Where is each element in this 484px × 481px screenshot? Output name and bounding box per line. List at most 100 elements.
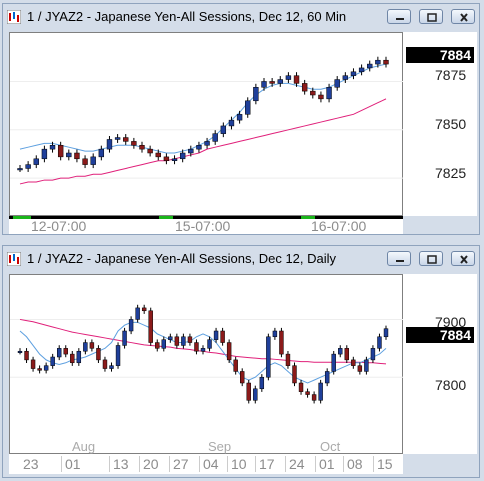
candle-body (76, 350, 82, 364)
minimize-icon (396, 260, 404, 262)
candle-body (226, 342, 232, 361)
candle-body (213, 330, 219, 340)
candle-body (194, 342, 199, 352)
window-title: 1 / JYAZ2 - Japanese Yen-All Sessions, D… (27, 9, 347, 24)
candle-body (344, 348, 349, 361)
chart-icon (6, 251, 22, 267)
candle-body (123, 137, 129, 142)
candle-body (181, 336, 186, 346)
candle-body (17, 168, 23, 171)
candle-body (147, 148, 153, 154)
candle-body (50, 356, 55, 366)
candle-body (179, 152, 186, 160)
candle-body (245, 100, 251, 115)
candle-body (240, 371, 245, 384)
candle-body (370, 348, 376, 361)
month-label: Oct (320, 439, 341, 454)
candle-body (301, 83, 308, 92)
close-button[interactable] (451, 9, 475, 24)
candle-body (83, 342, 88, 352)
candle-body (342, 75, 349, 80)
x-divider (227, 456, 228, 472)
price-plot[interactable] (9, 32, 404, 216)
candle-body (70, 353, 75, 364)
candle-body (383, 59, 389, 65)
candlestick-chart (10, 56, 404, 185)
x-divider (199, 456, 200, 472)
moving-average-fast (19, 63, 387, 154)
candle-body (188, 148, 194, 154)
candle-body (141, 307, 147, 312)
candle-body (187, 336, 193, 343)
candle-body (41, 148, 48, 160)
x-label: 20 (143, 456, 159, 472)
candle-body (311, 394, 317, 401)
candle-body (266, 336, 271, 378)
candle-body (57, 145, 64, 158)
candle-body (377, 336, 382, 349)
candle-body (74, 152, 80, 160)
close-button[interactable] (451, 251, 475, 266)
candle-body (196, 145, 202, 150)
candle-body (228, 119, 235, 127)
candle-body (298, 382, 304, 392)
candle-body (324, 371, 330, 384)
candle-body (204, 141, 210, 146)
candle-body (285, 75, 292, 80)
candle-body (246, 382, 251, 401)
x-label: 13 (113, 456, 129, 472)
minimize-button[interactable] (387, 9, 411, 24)
candle-body (331, 353, 336, 372)
month-label: Aug (72, 439, 96, 454)
last-price-box: 7884 (406, 47, 474, 63)
candle-body (168, 336, 173, 340)
candle-body (220, 330, 225, 343)
candle-body (115, 345, 121, 366)
candle-body (102, 359, 108, 369)
candle-body (49, 145, 56, 150)
title-bar[interactable]: 1 / JYAZ2 - Japanese Yen-All Sessions, D… (3, 4, 479, 30)
candle-body (358, 67, 365, 73)
restore-button[interactable] (419, 9, 443, 24)
candle-body (33, 158, 39, 165)
moving-average-slow (19, 318, 387, 365)
candle-body (155, 152, 161, 158)
restore-button[interactable] (419, 251, 443, 266)
candle-body (253, 388, 258, 401)
candle-body (174, 336, 180, 346)
candle-body (66, 152, 72, 158)
candle-body (82, 158, 88, 165)
candle-body (279, 330, 284, 355)
x-divider (169, 456, 170, 472)
candle-body (375, 59, 381, 65)
candle-body (318, 382, 323, 401)
y-tick: 7800 (435, 377, 467, 393)
x-divider (373, 456, 374, 472)
x-label: 04 (203, 456, 219, 472)
chart-window-60min: 1 / JYAZ2 - Japanese Yen-All Sessions, D… (2, 3, 480, 235)
candle-body (272, 330, 278, 338)
price-plot[interactable]: Aug Sep Oct (9, 274, 404, 454)
minimize-button[interactable] (387, 251, 411, 266)
candle-body (63, 348, 68, 355)
x-label: 08 (347, 456, 363, 472)
candle-body (367, 63, 373, 69)
session-bar (9, 216, 403, 219)
y-tick: 7825 (435, 165, 467, 181)
x-divider (285, 456, 286, 472)
candle-body (318, 94, 324, 100)
x-label: 01 (319, 456, 335, 472)
x-label: 16-07:00 (311, 218, 367, 234)
candle-body (109, 365, 114, 369)
candle-body (305, 391, 310, 395)
x-divider (315, 456, 316, 472)
x-label: 15-07:00 (175, 218, 231, 234)
candle-body (277, 79, 283, 84)
candle-body (90, 156, 96, 165)
candle-body (128, 319, 134, 332)
candle-body (30, 359, 36, 369)
title-bar[interactable]: 1 / JYAZ2 - Japanese Yen-All Sessions, D… (3, 246, 479, 272)
candle-body (220, 125, 227, 134)
time-axis: 23 01 13 20 27 04 10 17 24 01 08 15 (9, 454, 403, 474)
candle-body (57, 348, 62, 358)
